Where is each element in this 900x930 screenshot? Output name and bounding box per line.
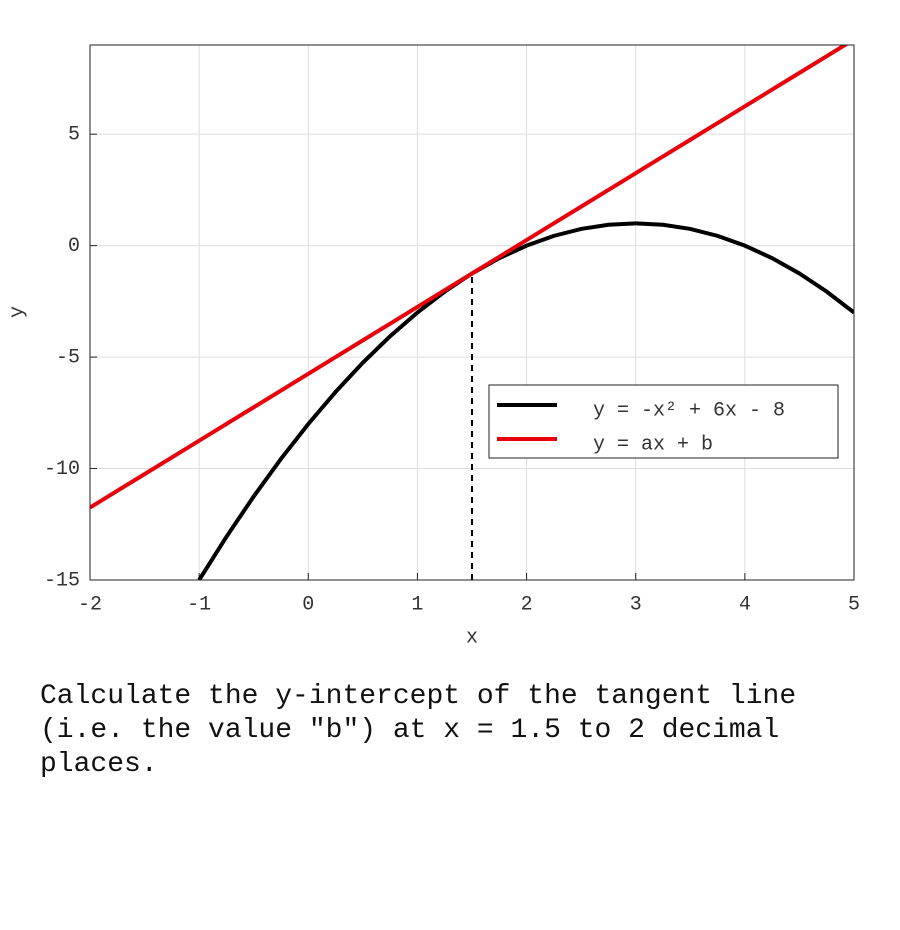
x-tick-label: 1 [411, 593, 423, 616]
x-tick-label: -1 [187, 593, 211, 616]
x-tick-label: 3 [630, 593, 642, 616]
y-tick-label: -15 [44, 569, 80, 592]
y-tick-label: -5 [56, 346, 80, 369]
legend-label: y = ax + b [593, 433, 713, 456]
x-tick-label: 2 [521, 593, 533, 616]
y-tick-label: 5 [68, 123, 80, 146]
x-tick-label: 5 [848, 593, 860, 616]
chart: -2 -1 0 1 2 3 4 5-15-10-505 x y y = -x² + 6x - … [6, 44, 860, 649]
x-tick-label: 4 [739, 593, 751, 616]
legend-label: y = -x² + 6x - 8 [593, 399, 785, 422]
y-tick-label: 0 [68, 235, 80, 258]
x-tick-label: 0 [302, 593, 314, 616]
plot-frame [89, 44, 855, 581]
data-line [197, 221, 854, 580]
y-tick-label: -10 [44, 458, 80, 481]
x-axis-label: x [466, 626, 478, 649]
y-axis-label: y [6, 306, 29, 318]
x-tick-label: -2 [78, 593, 102, 616]
data-line [90, 45, 849, 510]
legend-box [488, 384, 839, 459]
question: Calculate the y-intercept of the tangent… [40, 681, 797, 780]
